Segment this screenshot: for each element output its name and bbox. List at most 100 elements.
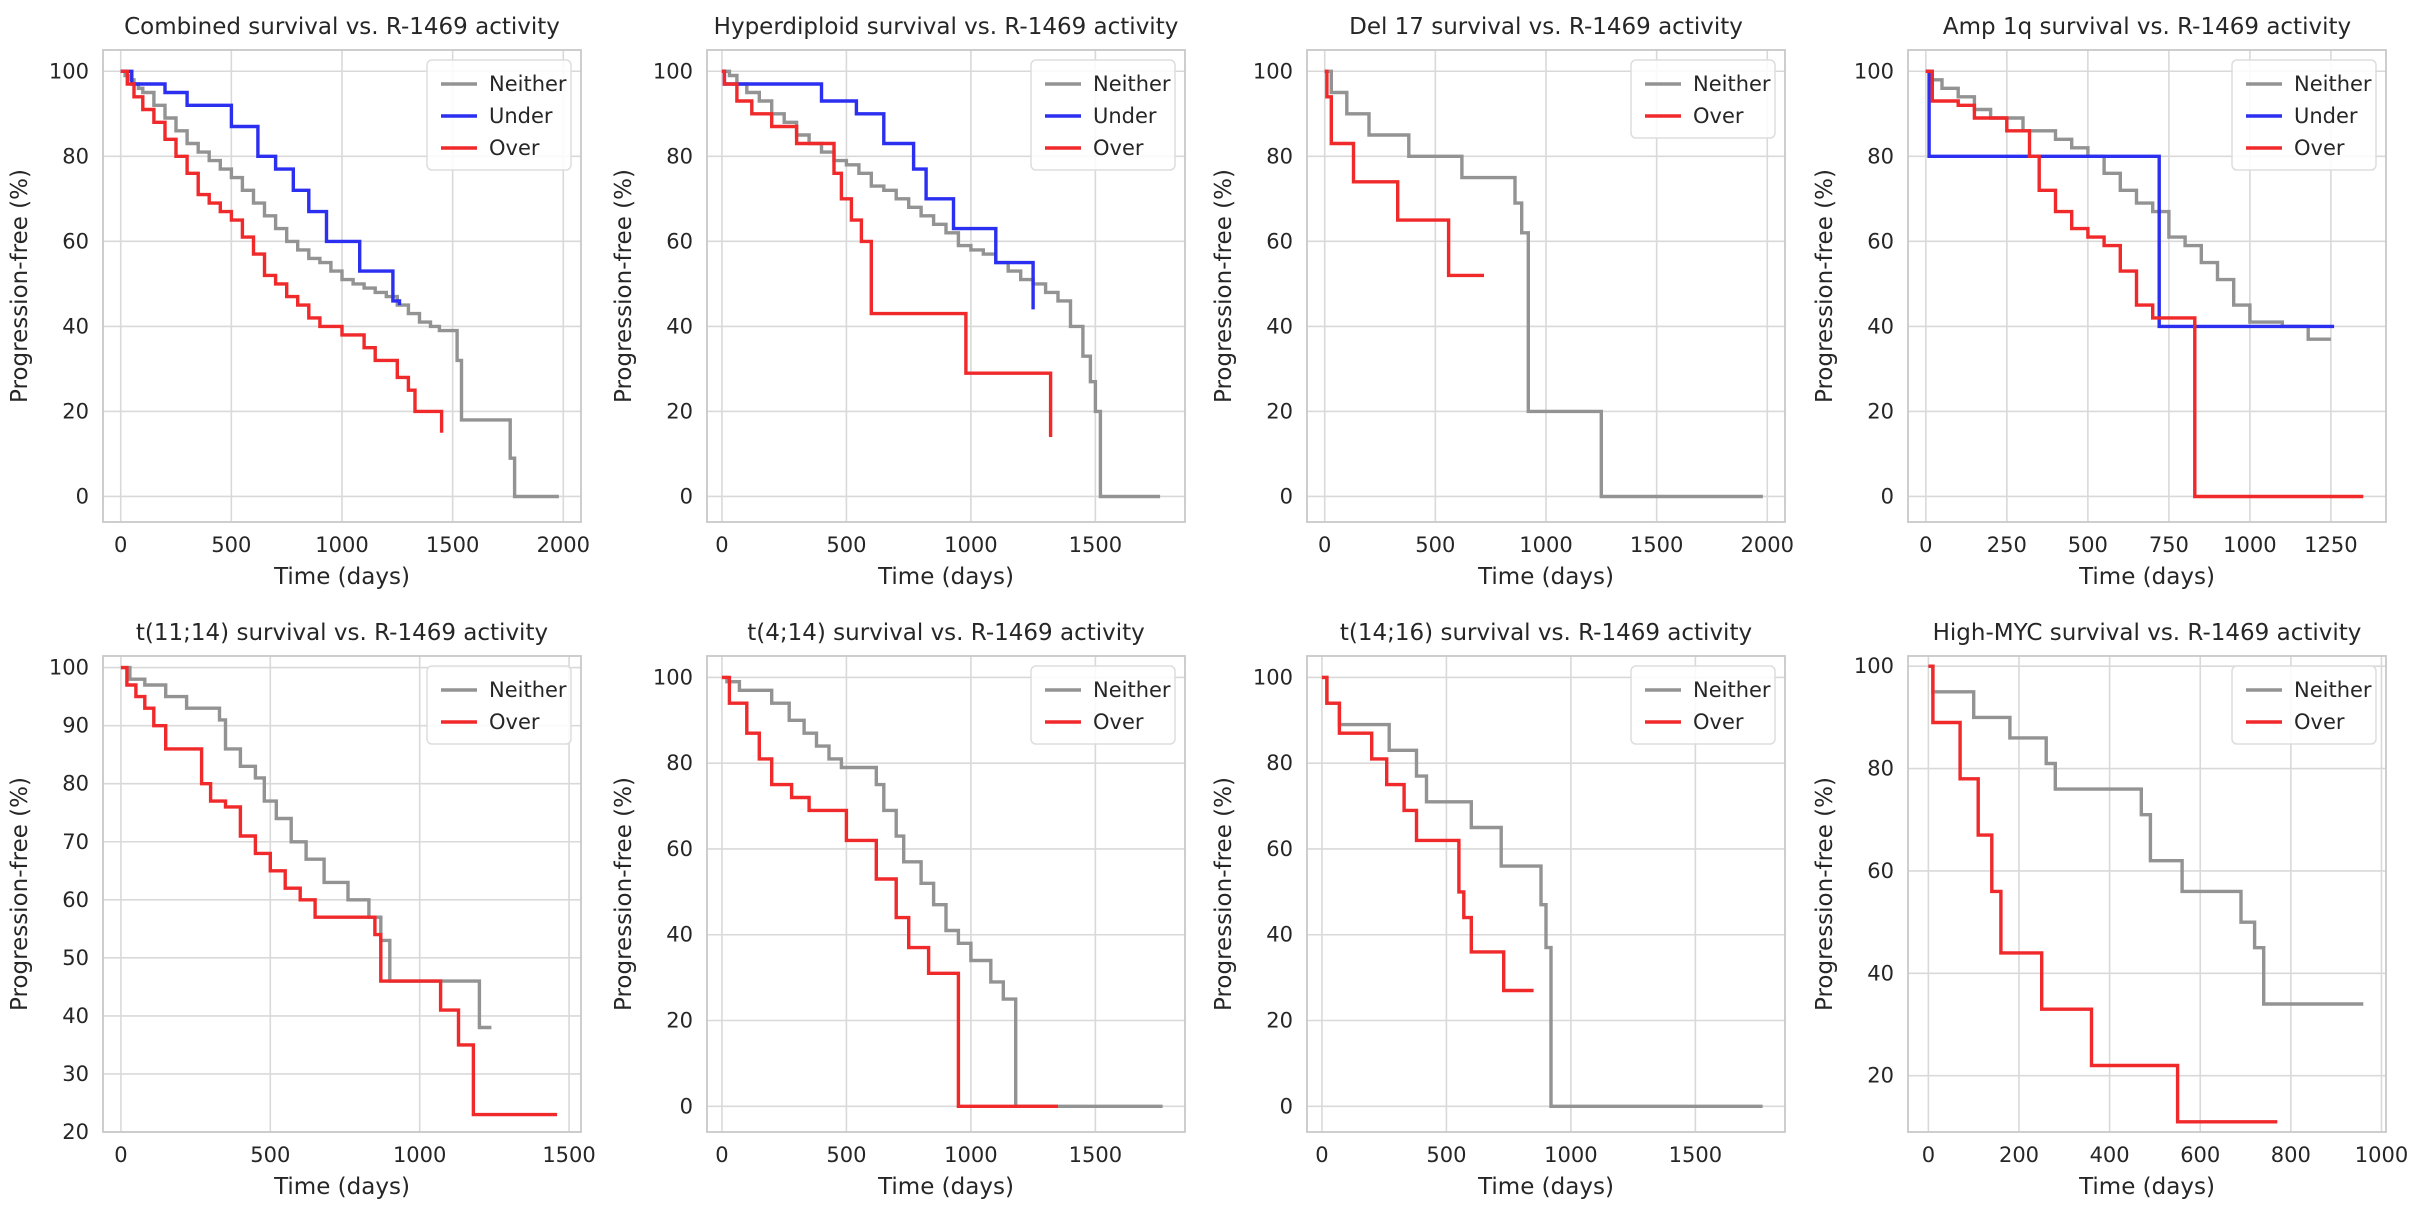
- legend-label: Neither: [489, 72, 567, 96]
- x-axis-label: Time (days): [273, 1174, 410, 1200]
- x-tick-label: 1000: [944, 533, 997, 557]
- legend-label: Neither: [2294, 72, 2372, 96]
- legend-label: Neither: [1693, 72, 1771, 96]
- legend-label: Over: [1093, 136, 1144, 160]
- y-tick-label: 100: [653, 59, 693, 83]
- legend-label: Over: [1693, 104, 1744, 128]
- x-tick-label: 1500: [426, 533, 479, 557]
- y-tick-label: 20: [62, 1120, 89, 1144]
- y-tick-label: 0: [680, 484, 693, 508]
- y-tick-label: 40: [1867, 961, 1894, 985]
- legend: Neither Over: [2231, 665, 2377, 745]
- y-tick-label: 40: [62, 314, 89, 338]
- legend-label: Over: [489, 710, 540, 734]
- series-line-over: [120, 69, 444, 433]
- x-axis-label: Time (days): [1477, 1174, 1614, 1200]
- x-tick-label: 1500: [1069, 533, 1122, 557]
- legend-label: Over: [489, 136, 540, 160]
- chart-title: Combined survival vs. R-1469 activity: [124, 14, 560, 40]
- series-line-over: [1324, 69, 1484, 278]
- legend-box: [1630, 59, 1776, 139]
- chart-panel: 0 500 1000 1500 0 20 40 60 80 100 t(14;16) surviva…: [1211, 620, 1786, 1200]
- y-tick-label: 50: [62, 946, 89, 970]
- legend: Neither Over: [1630, 59, 1776, 139]
- series-line-under: [120, 69, 402, 306]
- y-tick-label: 100: [1854, 654, 1894, 678]
- y-tick-label: 40: [1266, 314, 1293, 338]
- y-tick-label: 30: [62, 1062, 89, 1086]
- x-tick-label: 800: [2271, 1143, 2311, 1167]
- series-line-neither: [120, 665, 492, 1030]
- legend-label: Under: [1093, 104, 1157, 128]
- y-axis-label: Progression-free (%): [1211, 169, 1237, 403]
- chart-panel: 0 500 1000 1500 20 30 40 50 60 70 80 90 100 t(11;14) …: [7, 620, 596, 1200]
- x-tick-label: 0: [1315, 1143, 1328, 1167]
- y-tick-label: 80: [62, 772, 89, 796]
- y-tick-label: 20: [1867, 399, 1894, 423]
- legend-label: Over: [1693, 710, 1744, 734]
- legend-box: [1030, 59, 1176, 171]
- chart-title: t(14;16) survival vs. R-1469 activity: [1340, 620, 1752, 646]
- y-tick-label: 100: [1253, 59, 1293, 83]
- plot-frame: [1907, 49, 2387, 523]
- y-tick-label: 40: [1867, 314, 1894, 338]
- series-line-under: [721, 69, 1035, 310]
- x-tick-label: 0: [114, 1143, 127, 1167]
- legend-label: Neither: [2294, 678, 2372, 702]
- x-tick-label: 500: [211, 533, 251, 557]
- x-tick-label: 0: [114, 533, 127, 557]
- series-line-neither: [1324, 69, 1763, 499]
- x-axis-label: Time (days): [1477, 564, 1614, 590]
- y-tick-label: 80: [1867, 144, 1894, 168]
- y-tick-label: 60: [666, 837, 693, 861]
- x-tick-label: 1000: [1544, 1143, 1597, 1167]
- x-tick-label: 500: [826, 533, 866, 557]
- chart-title: Del 17 survival vs. R-1469 activity: [1349, 14, 1743, 40]
- legend-label: Over: [2294, 136, 2345, 160]
- plot-frame: [102, 49, 582, 523]
- legend-box: [426, 665, 572, 745]
- x-tick-label: 1250: [2304, 533, 2357, 557]
- x-tick-label: 200: [1999, 1143, 2039, 1167]
- series-line-over: [1928, 664, 2278, 1124]
- x-tick-label: 600: [2180, 1143, 2220, 1167]
- y-axis-label: Progression-free (%): [1812, 169, 1838, 403]
- y-tick-label: 20: [666, 1009, 693, 1033]
- legend: Neither Over: [1630, 665, 1776, 745]
- series-line-over: [721, 675, 1058, 1108]
- y-tick-label: 20: [62, 399, 89, 423]
- plot-frame: [1907, 655, 2387, 1133]
- series-line-neither: [120, 69, 559, 499]
- y-tick-label: 100: [653, 665, 693, 689]
- y-tick-label: 0: [1280, 484, 1293, 508]
- y-tick-label: 40: [666, 314, 693, 338]
- series-line-over: [1321, 675, 1534, 993]
- x-tick-label: 1500: [542, 1143, 595, 1167]
- x-tick-label: 1000: [1519, 533, 1572, 557]
- y-tick-label: 60: [1867, 859, 1894, 883]
- y-axis-label: Progression-free (%): [7, 169, 33, 403]
- chart-panel: 0 500 1000 1500 0 20 40 60 80 100 Hyperdiploid sur…: [611, 14, 1186, 590]
- y-tick-label: 80: [1867, 757, 1894, 781]
- series-line-neither: [721, 675, 1163, 1108]
- x-tick-label: 0: [1318, 533, 1331, 557]
- x-tick-label: 1500: [1069, 1143, 1122, 1167]
- y-tick-label: 60: [1266, 229, 1293, 253]
- x-tick-label: 2000: [537, 533, 590, 557]
- x-tick-label: 500: [1426, 1143, 1466, 1167]
- y-axis-label: Progression-free (%): [611, 777, 637, 1011]
- y-tick-label: 0: [1881, 484, 1894, 508]
- y-tick-label: 40: [666, 923, 693, 947]
- legend-label: Neither: [1093, 678, 1171, 702]
- legend-label: Neither: [1093, 72, 1171, 96]
- chart-title: t(11;14) survival vs. R-1469 activity: [136, 620, 548, 646]
- chart-panel: 0 250 500 750 1000 1250 0 20 40 60 80 100 Amp 1q sur…: [1812, 14, 2387, 590]
- x-tick-label: 400: [2090, 1143, 2130, 1167]
- y-tick-label: 0: [1280, 1094, 1293, 1118]
- series-line-neither: [721, 69, 1161, 499]
- chart-title: Amp 1q survival vs. R-1469 activity: [1943, 14, 2351, 40]
- y-tick-label: 80: [1266, 144, 1293, 168]
- x-axis-label: Time (days): [2078, 1174, 2215, 1200]
- legend-label: Under: [489, 104, 553, 128]
- y-tick-label: 100: [49, 59, 89, 83]
